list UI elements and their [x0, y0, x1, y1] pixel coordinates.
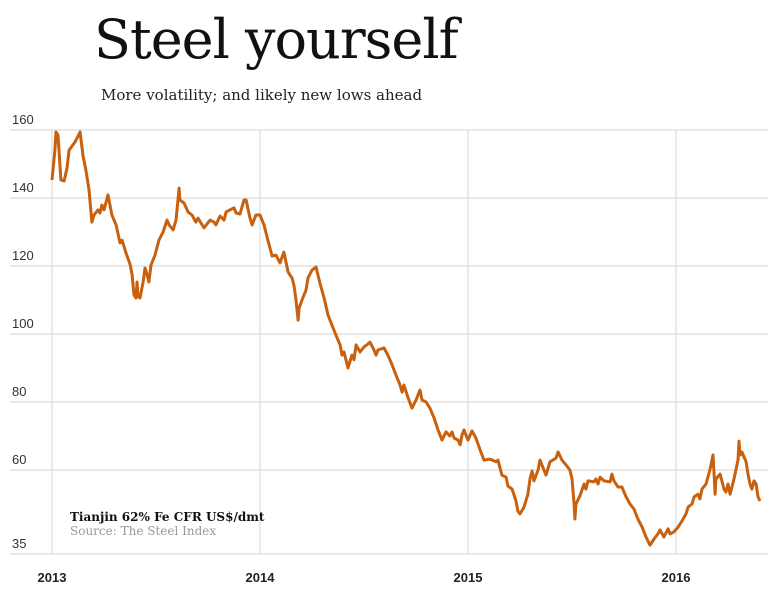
chart-title: Steel yourself — [94, 8, 459, 71]
chart-subtitle: More volatility; and likely new lows ahe… — [101, 86, 423, 104]
x-tick-label: 2015 — [454, 570, 483, 585]
y-tick-label: 100 — [12, 316, 34, 331]
y-tick-label: 120 — [12, 248, 34, 263]
y-tick-label: 35 — [12, 536, 26, 551]
gridlines — [10, 129, 768, 555]
y-tick-label: 80 — [12, 384, 26, 399]
y-tick-label: 60 — [12, 452, 26, 467]
tick-labels: 35 60 80 100 120 140 160 2013 2014 2015 2016 — [12, 112, 690, 585]
x-tick-label: 2016 — [662, 570, 691, 585]
series-annotation: Tianjin 62% Fe CFR US$/dmt — [70, 510, 265, 524]
x-tick-label: 2014 — [246, 570, 276, 585]
y-tick-label: 140 — [12, 180, 34, 195]
source-note: Source: The Steel Index — [70, 524, 216, 538]
price-line — [50, 130, 762, 547]
y-tick-label: 160 — [12, 112, 34, 127]
x-tick-label: 2013 — [38, 570, 67, 585]
